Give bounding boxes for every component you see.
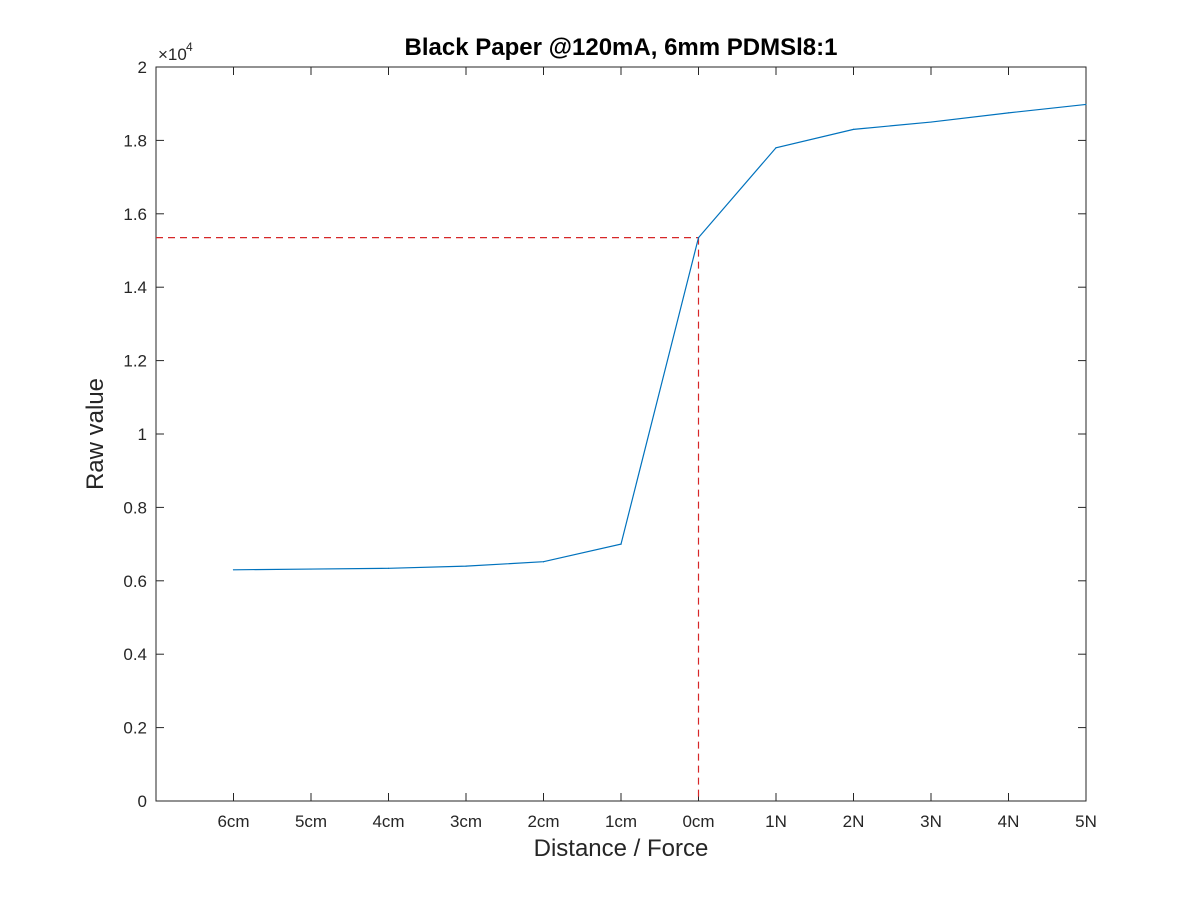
y-tick-label: 2 — [138, 58, 147, 77]
data-point — [232, 569, 235, 571]
y-tick-label: 0.8 — [123, 498, 147, 517]
x-tick-label: 3cm — [450, 812, 482, 831]
y-axis-title: Raw value — [82, 378, 109, 490]
x-tick-label: 5cm — [295, 812, 327, 831]
y-tick-label: 0.4 — [123, 645, 147, 664]
y-tick-label: 1.8 — [123, 131, 147, 150]
y-multiplier-exponent: 4 — [186, 40, 193, 54]
series-line — [233, 103, 1087, 571]
y-tick-label: 1.4 — [123, 278, 147, 297]
chart-title: Black Paper @120mA, 6mm PDMSl8:1 — [405, 34, 838, 61]
y-tick-label: 0.6 — [123, 572, 147, 591]
y-tick-label: 1.6 — [123, 205, 147, 224]
x-tick-label: 2N — [843, 812, 865, 831]
y-axis-multiplier: ×10 4 — [158, 40, 193, 64]
data-point — [1007, 112, 1010, 114]
data-point — [542, 561, 545, 563]
x-tick-label: 1N — [765, 812, 787, 831]
data-point — [310, 568, 312, 570]
x-tick-label: 0cm — [682, 812, 714, 831]
plot-area: 0 0.2 0.4 0.6 0.8 1 1.2 1.4 1.6 1.8 2 6cm 5cm 4cm 3cm 2… — [123, 58, 1097, 831]
y-tick-label: 0 — [138, 792, 147, 811]
data-point — [465, 565, 467, 567]
data-point — [930, 121, 932, 123]
data-point — [620, 543, 622, 545]
y-tick-label: 0.2 — [123, 719, 147, 738]
x-tick-label: 1cm — [605, 812, 637, 831]
x-tick-label: 6cm — [217, 812, 249, 831]
data-point — [775, 147, 777, 149]
y-multiplier-label: ×10 — [158, 45, 187, 64]
x-axis-title: Distance / Force — [534, 835, 709, 862]
y-tick-label: 1.2 — [123, 352, 147, 371]
data-point — [697, 237, 700, 239]
x-tick-label: 5N — [1075, 812, 1097, 831]
x-tick-label: 3N — [920, 812, 942, 831]
data-point — [1085, 103, 1087, 106]
x-tick-label: 2cm — [527, 812, 559, 831]
y-tick-label: 1 — [138, 425, 147, 444]
x-tick-label: 4cm — [372, 812, 404, 831]
data-point — [852, 128, 855, 130]
data-point — [387, 567, 390, 569]
axes-box — [155, 66, 1087, 802]
x-tick-label: 4N — [998, 812, 1020, 831]
